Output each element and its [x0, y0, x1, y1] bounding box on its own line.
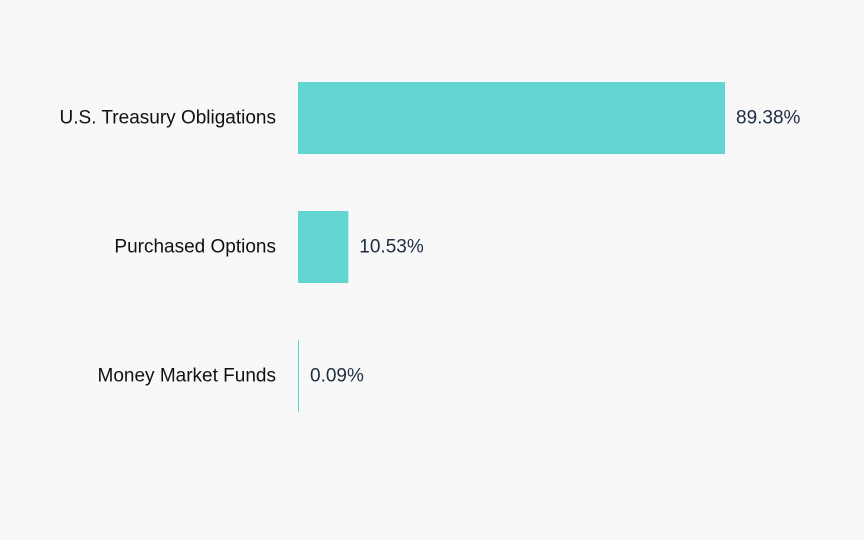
- value-label: 10.53%: [359, 237, 424, 258]
- value-label: 89.38%: [736, 108, 801, 129]
- bars-layer: [298, 82, 725, 412]
- bar: [298, 82, 725, 154]
- bar: [298, 211, 349, 283]
- category-label: Purchased Options: [114, 237, 276, 258]
- labels-layer: U.S. Treasury Obligations 89.38% Purchased…: [60, 108, 801, 387]
- value-label: 0.09%: [310, 366, 364, 387]
- category-label: Money Market Funds: [98, 366, 276, 387]
- category-label: U.S. Treasury Obligations: [60, 108, 276, 129]
- bar: [298, 340, 299, 412]
